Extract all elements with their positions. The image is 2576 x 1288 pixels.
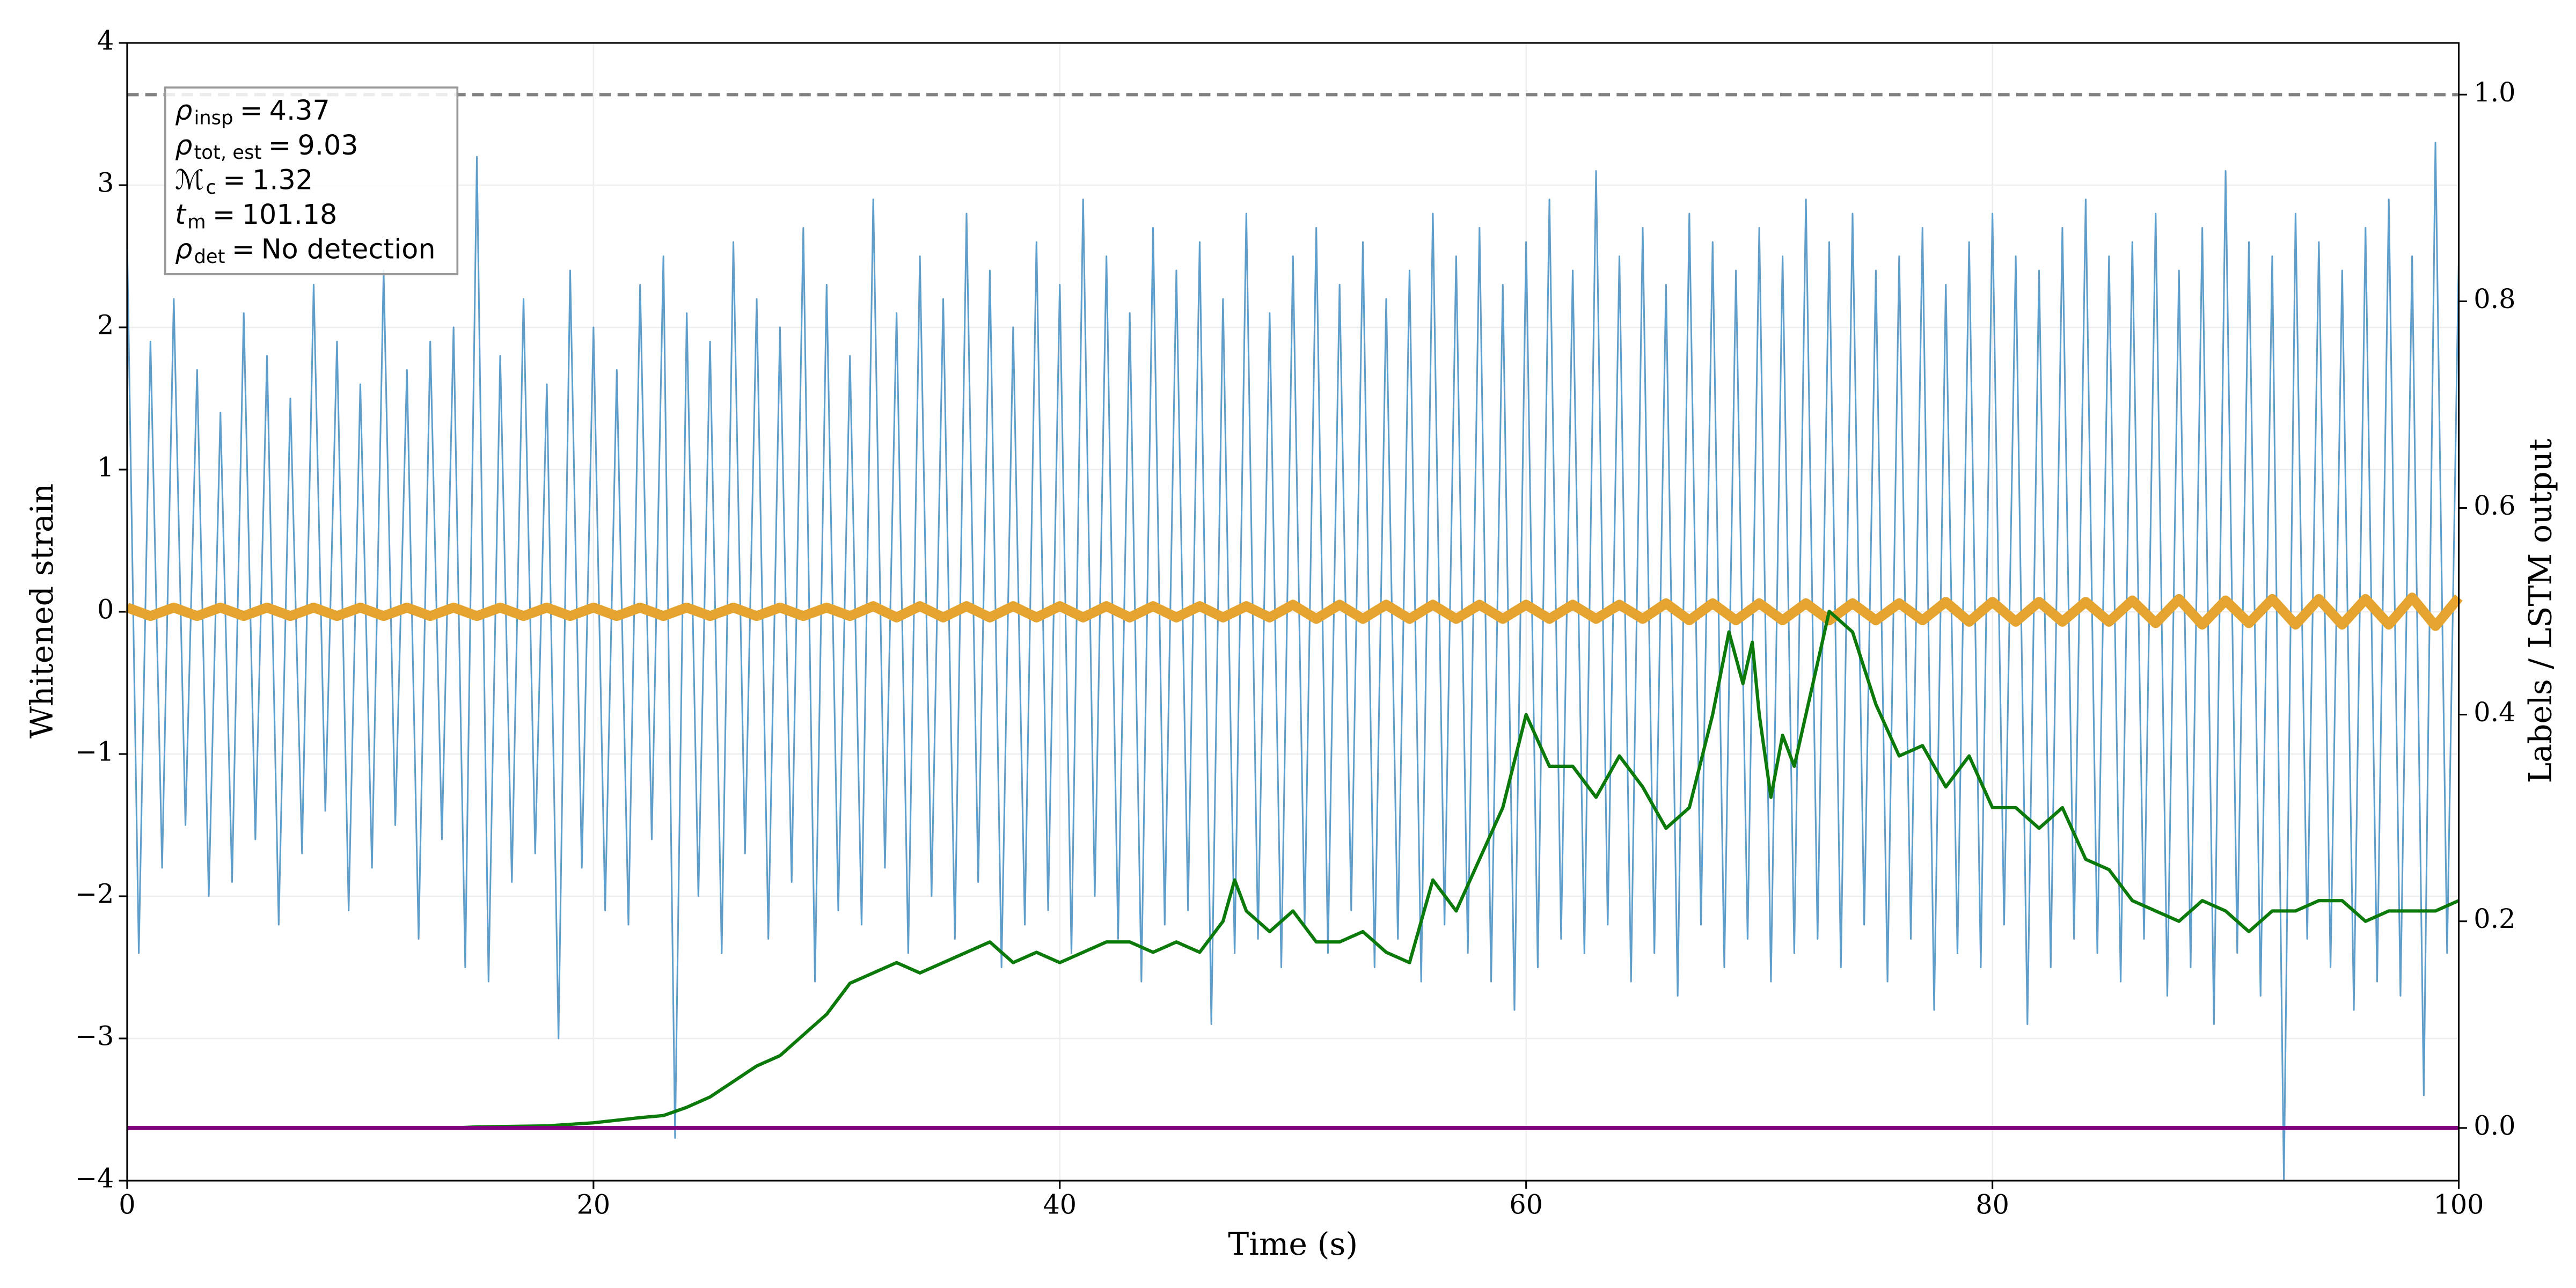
annotation-frame <box>164 86 459 275</box>
plot-frame <box>126 42 2460 1182</box>
y2-tick-label: 0.2 <box>2473 903 2515 934</box>
y-tick-label: 3 <box>97 167 114 199</box>
x-tick-label: 0 <box>119 1189 135 1220</box>
annotation-sub: insp <box>194 107 233 129</box>
y-tick-label: 1 <box>97 451 114 482</box>
annotation-sep: = <box>232 233 255 265</box>
x-tick-label: 20 <box>577 1189 611 1220</box>
series-line <box>126 141 2460 1182</box>
y-tick-label: 2 <box>97 309 114 340</box>
y2-tick-label: 0.8 <box>2473 283 2515 314</box>
y-tick-label: −4 <box>75 1163 114 1194</box>
annotation-value: 9.03 <box>298 129 358 161</box>
annotation-box: ρ insp = 4.37ρ tot, est = 9.03ℳ c = 1.32t m = 101.18… <box>164 86 459 275</box>
annotation-sub: tot, est <box>194 142 261 164</box>
series-line <box>125 592 2463 631</box>
annotation-sub: m <box>187 211 206 233</box>
y-tick-label: −2 <box>75 879 114 910</box>
y2-tick-label: 1.0 <box>2473 77 2515 108</box>
annotation-symbol: ρ <box>175 129 192 161</box>
annotation-line: ρ insp = 4.37 <box>175 94 330 129</box>
annotation-sub: det <box>194 246 225 268</box>
y-tick-label: −1 <box>75 736 114 767</box>
x-tick-label: 100 <box>2434 1189 2484 1220</box>
y-tick-label: −3 <box>75 1021 114 1052</box>
annotation-value: 4.37 <box>269 94 330 126</box>
y-tick-label: 4 <box>97 25 114 56</box>
annotation-sep: = <box>213 199 236 230</box>
y2-tick-label: 0.0 <box>2473 1110 2515 1141</box>
annotation-symbol: ℳ <box>175 164 204 195</box>
annotation-sep: = <box>223 164 246 195</box>
annotation-line: ρ tot, est = 9.03 <box>175 129 358 164</box>
series-line <box>127 609 2460 1130</box>
x-axis-label: Time (s) <box>1228 1226 1358 1262</box>
y2-tick-label: 0.4 <box>2473 697 2515 728</box>
annotation-value: 1.32 <box>252 164 313 195</box>
annotation-symbol: ρ <box>175 94 192 126</box>
annotation-sep: = <box>240 94 263 126</box>
x-tick-label: 60 <box>1509 1189 1543 1220</box>
x-tick-label: 40 <box>1043 1189 1077 1220</box>
y-tick-label: 0 <box>97 594 114 625</box>
annotation-value: 101.18 <box>242 199 338 230</box>
annotation-sep: = <box>268 129 291 161</box>
y-axis-label: Whitened strain <box>24 484 60 738</box>
annotation-line: t m = 101.18 <box>175 199 337 233</box>
y2-tick-label: 0.6 <box>2473 490 2515 521</box>
annotation-symbol: t <box>175 199 187 230</box>
y2-axis-label: Labels / LSTM output <box>2522 438 2558 784</box>
annotation-line: ρ det = No detection <box>175 233 435 268</box>
annotation-symbol: ρ <box>175 233 192 265</box>
annotation-value: No detection <box>261 233 436 265</box>
x-tick-label: 80 <box>1975 1189 2009 1220</box>
annotation-sub: c <box>206 177 216 199</box>
